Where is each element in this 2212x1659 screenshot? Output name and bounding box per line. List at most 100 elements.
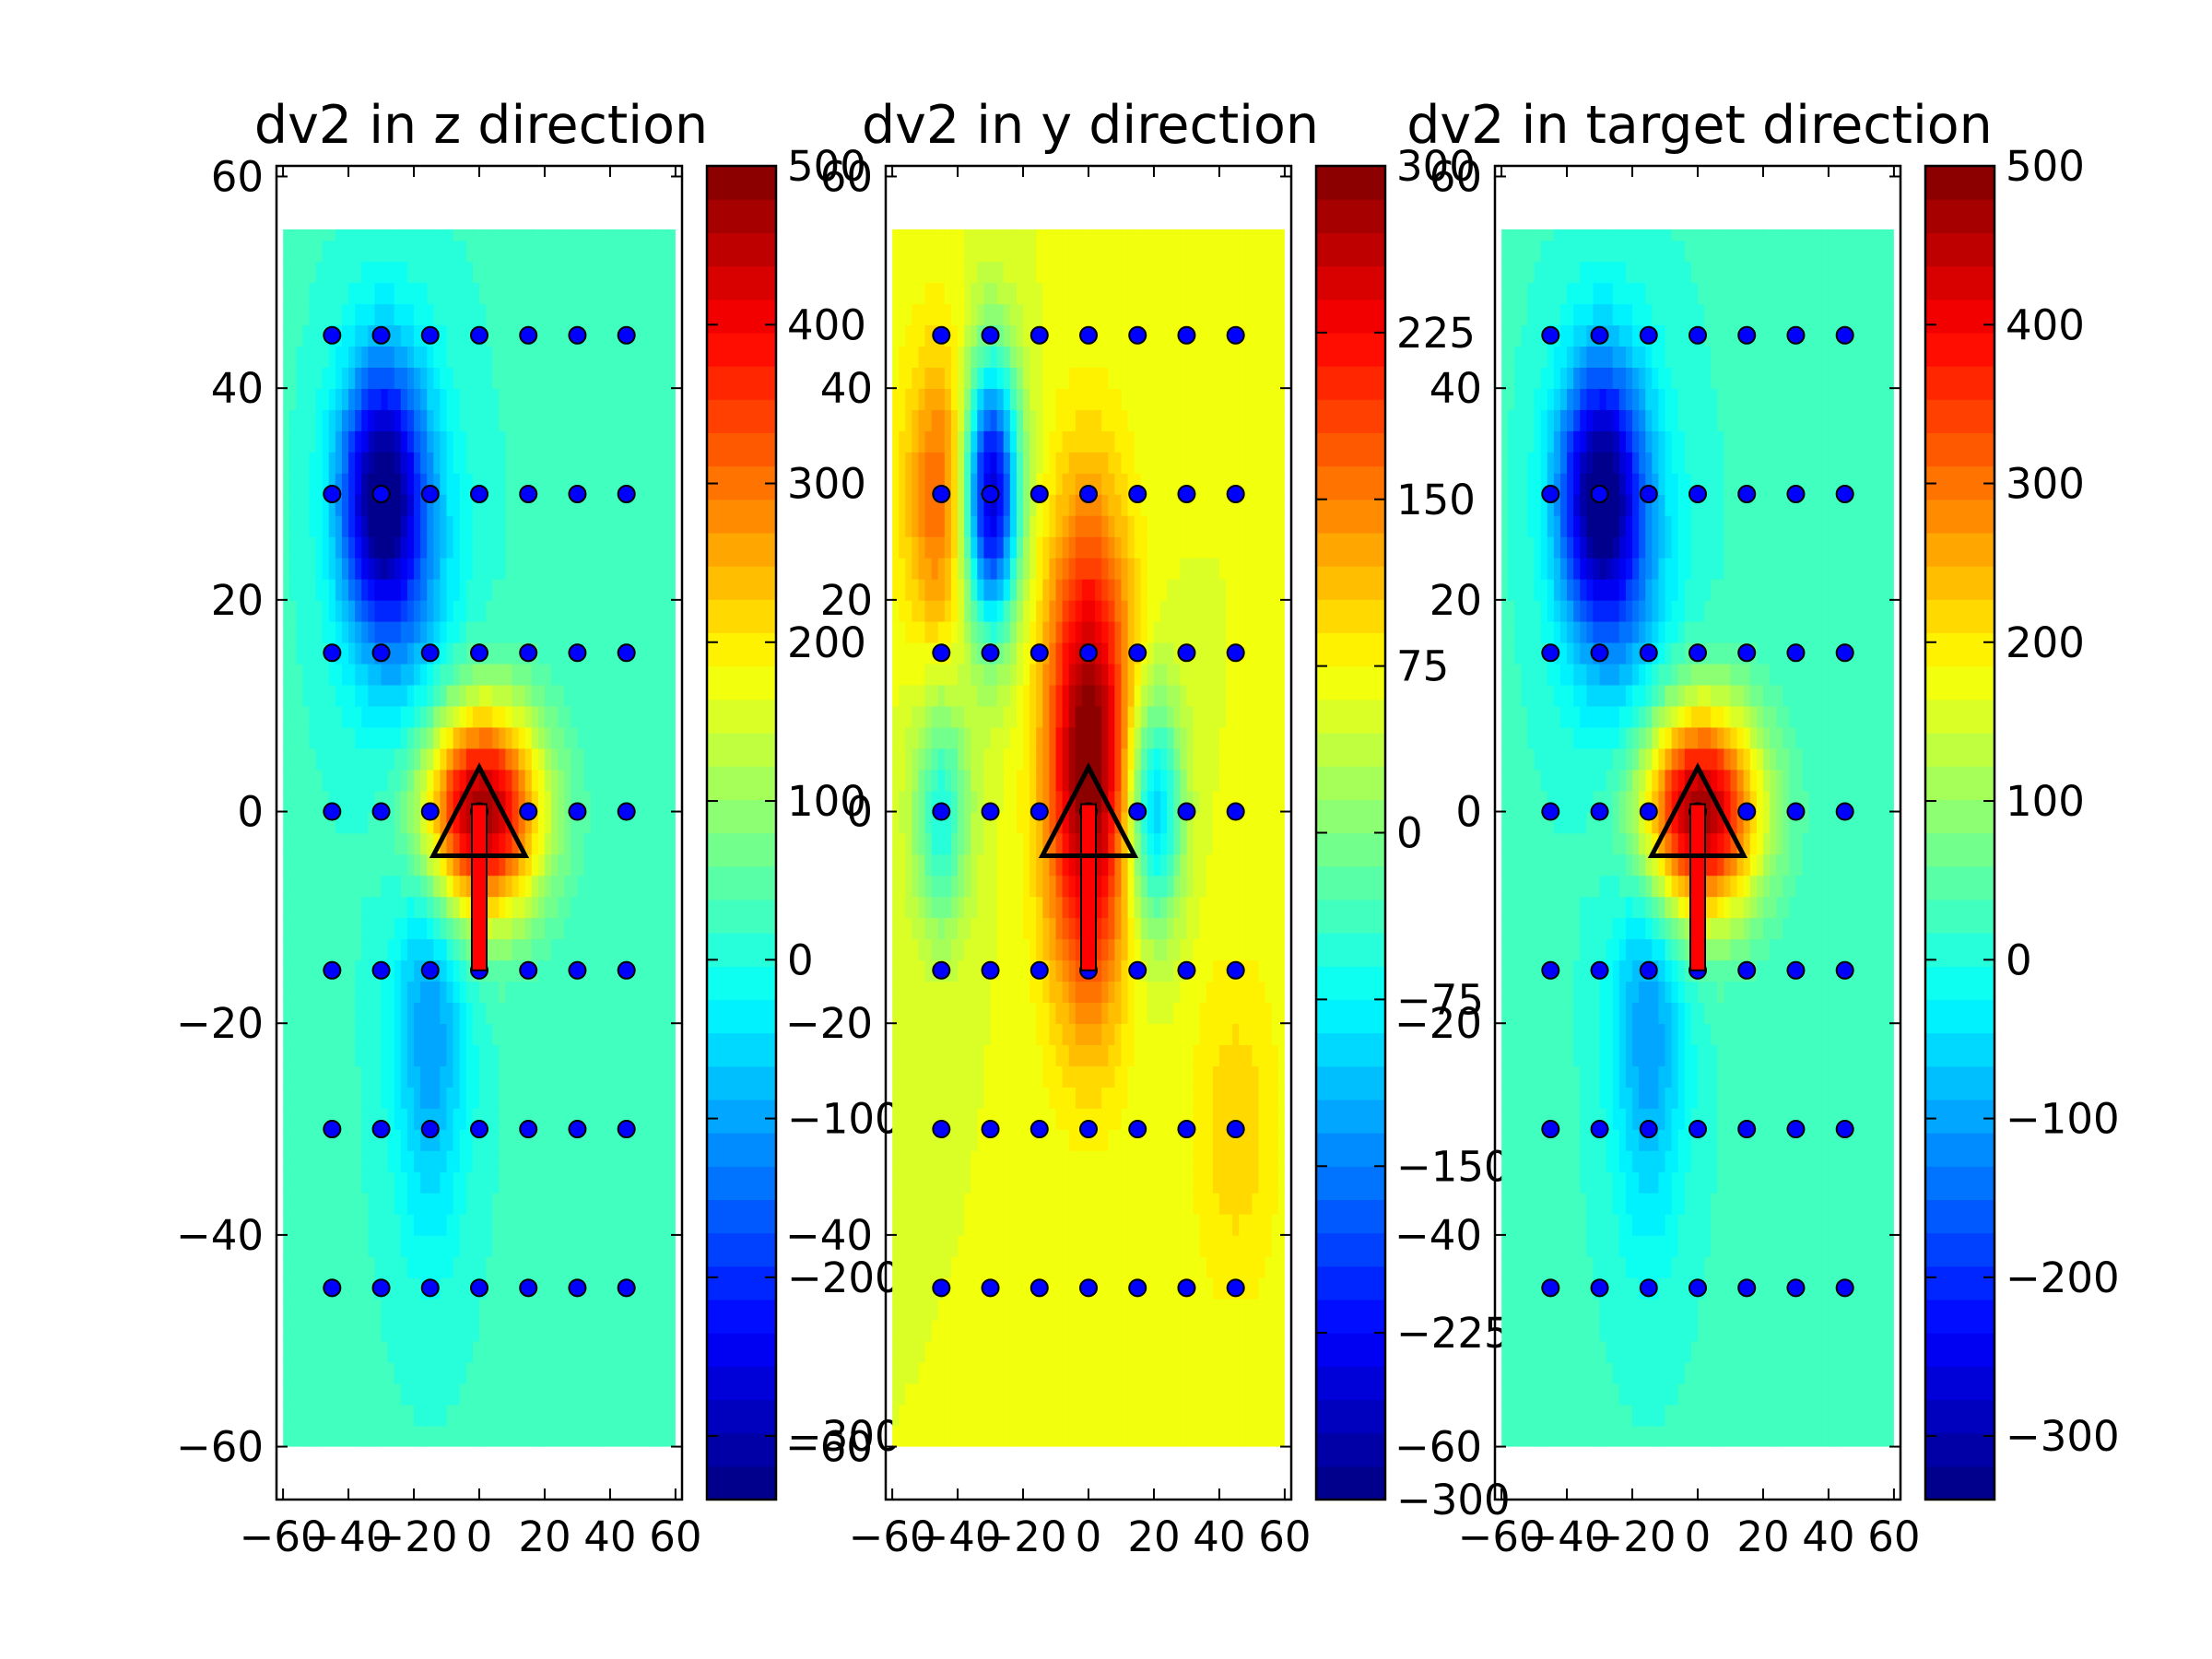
contour-cell [486,1361,493,1384]
contour-cell [623,1023,631,1045]
contour-cell [296,1023,304,1045]
contour-cell [977,578,985,601]
contour-cell [433,367,441,389]
contour-cell [335,790,343,813]
contour-cell [964,240,972,263]
contour-cell [440,917,448,940]
contour-cell [465,1002,474,1025]
contour-cell [655,1234,664,1257]
contour-cell [983,1319,992,1342]
contour-cell [420,896,429,919]
contour-cell [283,261,290,284]
contour-cell [544,303,552,326]
contour-cell [924,430,933,453]
contour-cell [368,1382,376,1406]
contour-cell [668,620,676,643]
contour-cell [446,1065,454,1088]
contour-cell [668,430,676,453]
contour-cell [609,1298,618,1321]
contour-cell [609,346,618,368]
contour-cell [348,473,356,495]
contour-cell [518,896,526,919]
contour-cell [918,1213,926,1236]
contour-cell [537,1340,546,1363]
contour-cell [492,473,500,495]
contour-cell [964,790,972,813]
contour-cell [544,705,552,728]
contour-cell [617,388,624,410]
contour-cell [283,1425,290,1447]
contour-cell [583,938,592,961]
contour-cell [1003,811,1011,834]
contour-cell [505,641,513,665]
contour-cell [623,769,631,792]
contour-cell [315,261,324,284]
contour-cell [453,303,461,326]
contour-cell [381,409,389,431]
contour-cell [328,473,336,495]
contour-cell [1003,938,1011,961]
contour-cell [427,1044,435,1066]
contour-cell [328,1150,336,1172]
contour-cell [558,261,566,284]
contour-cell [544,769,552,792]
contour-cell [341,790,349,813]
contour-cell [1030,494,1038,516]
contour-cell [446,620,454,643]
contour-cell [296,620,304,643]
contour-cell [596,896,605,919]
contour-cell [892,1108,900,1130]
contour-cell [427,1404,435,1427]
contour-cell [499,514,507,537]
contour-cell [583,1129,592,1151]
contour-cell [472,1298,480,1321]
contour-cell [400,494,408,516]
contour-cell [544,684,552,707]
contour-cell [944,494,952,516]
contour-cell [420,1171,429,1194]
contour-cell [590,303,598,326]
contour-cell [892,1213,900,1236]
contour-cell [990,1404,998,1427]
contour-cell [427,705,435,728]
contour-cell [892,1192,900,1215]
contour-cell [603,620,611,643]
contour-cell [977,1171,985,1194]
contour-cell [524,663,533,686]
contour-cell [315,1150,324,1172]
contour-cell [558,1425,566,1447]
contour-cell [609,599,618,622]
contour-cell [1030,229,1038,241]
contour-cell [937,1340,946,1363]
contour-cell [440,388,448,410]
contour-cell [453,1150,461,1172]
contour-cell [1030,1150,1038,1172]
contour-cell [1016,261,1024,284]
contour-cell [1030,303,1038,326]
contour-cell [905,303,913,326]
contour-cell [662,346,670,368]
contour-cell [571,1129,579,1151]
contour-cell [328,1340,336,1363]
station-marker [323,1120,342,1139]
contour-cell [1009,1213,1018,1236]
contour-cell [617,514,624,537]
contour-cell [655,959,664,982]
contour-cell [459,261,467,284]
contour-cell [950,1129,959,1151]
contour-cell [400,282,408,305]
contour-cell [642,1044,651,1066]
contour-cell [629,620,638,643]
contour-cell [950,1404,959,1427]
contour-cell [990,1234,998,1257]
contour-cell [971,229,979,241]
contour-cell [937,917,946,940]
contour-cell [446,240,454,263]
contour-cell [296,1065,304,1088]
contour-cell [1003,1087,1011,1109]
contour-cell [315,473,324,495]
contour-cell [420,705,429,728]
contour-cell [937,938,946,961]
contour-cell [459,726,467,749]
contour-cell [355,514,363,537]
